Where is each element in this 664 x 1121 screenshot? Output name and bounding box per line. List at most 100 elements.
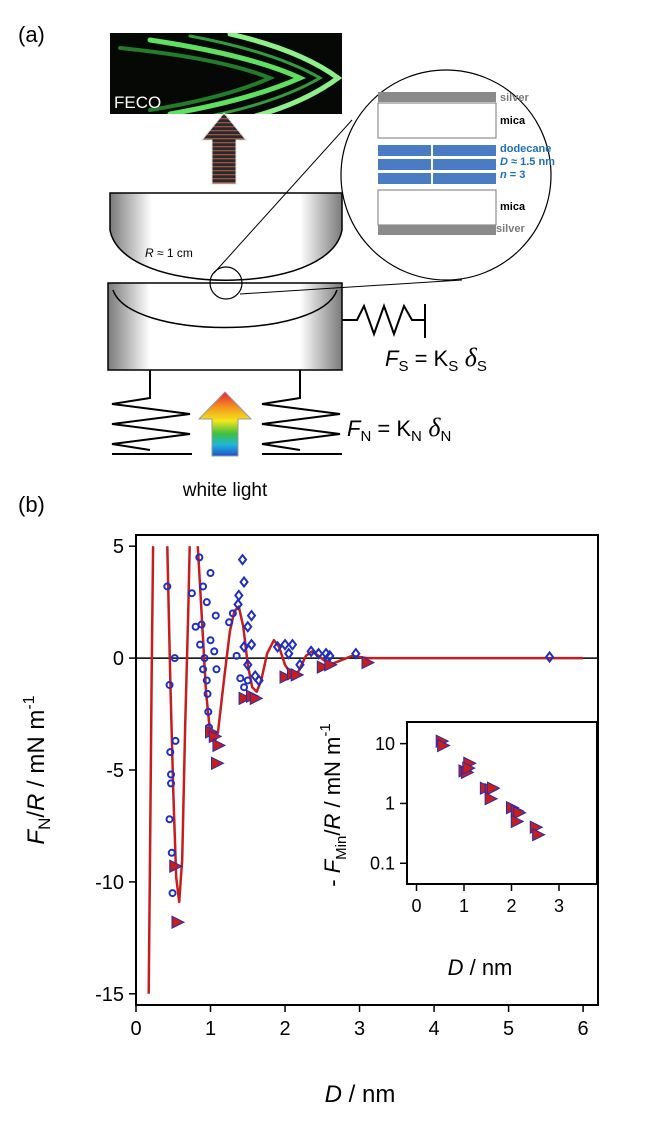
point [324,649,335,662]
point [199,665,208,674]
label-part: D [325,1081,342,1108]
point [211,611,220,620]
label-part: / nm [342,1081,395,1108]
x-tick-label: 1 [205,1018,216,1040]
point [239,575,249,589]
label-part: R [320,814,345,830]
y-tick-label: 0.1 [370,854,395,874]
point [316,660,331,674]
label-part: / [23,811,50,818]
point [202,598,211,607]
point [196,640,205,649]
point [532,827,546,842]
point [234,589,244,602]
label-part: / mN m [320,737,345,814]
point [233,598,243,611]
point [237,553,248,566]
x-tick-label: 0 [130,1018,141,1040]
zoom: silver mica dodecane D ≈ 1.5 nm n = 3 mi… [340,69,555,281]
layer-label: dodecane [500,143,551,155]
point [243,620,253,633]
y-tick-label: -15 [95,984,124,1006]
label-part: F [320,858,345,873]
point [249,691,264,706]
y-tick-label: 5 [113,536,124,558]
plot: 0 1 2 3 4 5 650-5-10-15 [95,534,599,1040]
eq-part: N [440,428,451,445]
eq-part: S [398,358,408,375]
point [295,658,305,671]
eq-part: N [360,428,371,445]
arrow-up [200,112,248,185]
point [168,889,177,898]
data-layer [435,734,546,842]
x-tick-label: 0 [411,896,421,916]
upper-lens [109,192,343,281]
point [200,654,209,663]
point [279,670,294,684]
label-part: Min [333,836,350,860]
point [437,738,451,753]
data-layer [147,546,584,994]
inset-y-axis-label: - FMin/R / mN m-1 [317,723,350,886]
point [170,654,179,663]
point [236,674,245,683]
x-tick-label: 1 [459,896,469,916]
feco-image: FECO [110,33,342,114]
zoom-line [213,119,353,274]
x-tick-label: 4 [429,1018,440,1040]
point [206,636,215,645]
label-part: D [448,955,464,980]
point [167,770,176,779]
shear-spring [342,303,425,337]
point [254,674,264,687]
x-tick-label: 3 [354,1018,365,1040]
contact-circle [209,266,243,300]
eq-part: N [411,428,422,445]
point [203,689,212,698]
y-tick-label: -10 [95,872,124,894]
label-part: F [23,829,50,845]
x-tick-label: 2 [506,896,516,916]
point [544,650,555,664]
point [171,915,186,929]
normal-spring [261,370,341,451]
point [167,848,176,857]
x-tick-label: 5 [503,1018,514,1040]
eq-part: δ [458,343,478,372]
layers-value: = 3 [507,169,526,181]
layer-label: silver [496,223,525,235]
x-tick-label: 2 [279,1018,290,1040]
point [206,569,215,578]
point [246,638,257,651]
point [210,756,225,771]
point [225,618,234,627]
point [167,779,176,788]
lower-lens [112,289,338,329]
x-axis-label: D / nm [325,1081,396,1108]
point [208,729,223,744]
eq-part: δ [422,413,442,442]
normal-force-eq: FN = KN δN [347,413,451,445]
spacing-symbol: D [500,156,508,168]
lower-block [107,282,343,371]
point [351,647,361,660]
eq-part: S [477,358,487,375]
inset-x-axis-label: D / nm [448,955,513,980]
y-tick-label: 10 [375,734,395,754]
radius-value: ≈ 1 cm [154,246,193,260]
point [462,761,476,775]
point [484,791,499,806]
label-part: / [320,829,345,836]
panel-label: (a) [18,22,45,47]
radius-symbol: R [145,246,154,260]
point [240,683,249,692]
point [510,814,525,829]
x-tick-label: 6 [578,1018,589,1040]
layer-label: D ≈ 1.5 nm [500,156,555,168]
layer-label: mica [500,115,526,127]
y-tick-label: 1 [385,794,395,814]
point [306,645,316,658]
